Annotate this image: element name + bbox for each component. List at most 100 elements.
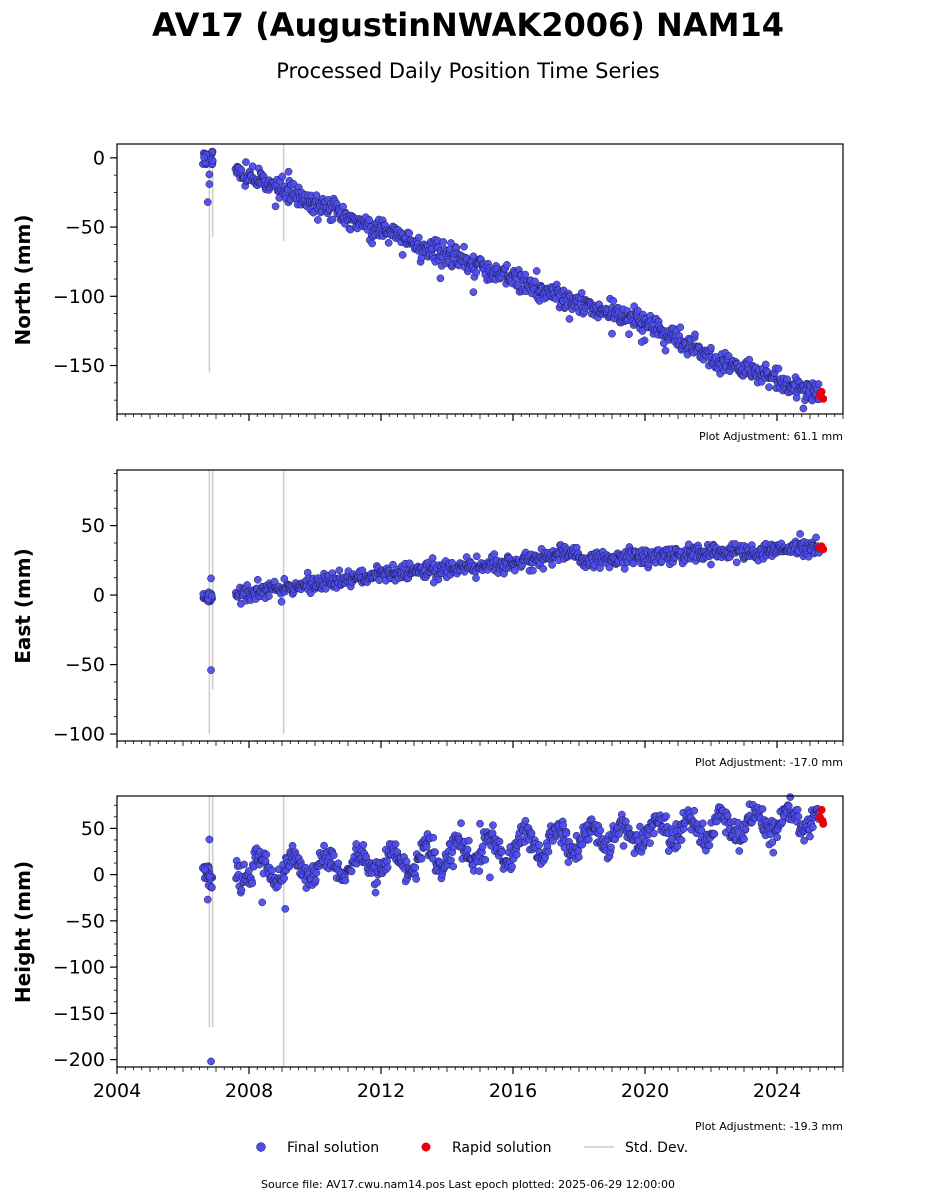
north-final-point bbox=[284, 167, 293, 176]
height-x-tick-label: 2004 bbox=[93, 1080, 141, 1102]
north-final-point bbox=[205, 170, 214, 179]
height-final-point bbox=[562, 829, 571, 838]
height-final-point bbox=[574, 853, 583, 861]
height-final-point bbox=[527, 829, 536, 838]
height-y-tick-label: −150 bbox=[53, 1003, 105, 1025]
north-final-point bbox=[368, 239, 376, 248]
height-final-point bbox=[690, 806, 699, 815]
height-final-point bbox=[207, 1057, 215, 1066]
height-final-point bbox=[258, 898, 267, 907]
north-panel: 0 −50 −100 −150 bbox=[53, 143, 844, 421]
footer-source: Source file: AV17.cwu.nam14.pos Last epo… bbox=[261, 1178, 675, 1191]
height-final-point bbox=[320, 841, 328, 850]
legend: Final solution Rapid solution Std. Dev. bbox=[256, 1140, 688, 1156]
north-final-point bbox=[691, 330, 699, 339]
north-final-point bbox=[521, 270, 530, 279]
height-final-point bbox=[735, 847, 744, 855]
north-y-tick-label: 0 bbox=[93, 147, 105, 169]
east-ylabel: East (mm) bbox=[11, 548, 35, 664]
height-final-point bbox=[411, 863, 420, 872]
height-final-point bbox=[417, 854, 426, 863]
north-final-point bbox=[314, 216, 322, 224]
height-final-point bbox=[578, 840, 587, 849]
height-final-point bbox=[512, 850, 521, 859]
east-y-tick-label: −100 bbox=[53, 724, 105, 746]
height-final-point bbox=[564, 858, 573, 866]
height-final-point bbox=[205, 835, 214, 844]
north-final-point bbox=[271, 202, 280, 211]
north-final-point bbox=[242, 158, 250, 166]
east-y-tick-label: 0 bbox=[93, 585, 105, 607]
north-rapid-point bbox=[819, 394, 828, 403]
height-final-point bbox=[431, 848, 439, 857]
north-final-point bbox=[414, 233, 423, 242]
height-final-point bbox=[544, 847, 553, 856]
height-final-point bbox=[809, 823, 817, 832]
legend-final-label: Final solution bbox=[287, 1140, 379, 1156]
north-plot-adjustment: Plot Adjustment: 61.1 mm bbox=[699, 430, 843, 443]
height-final-point bbox=[429, 833, 438, 842]
east-final-point bbox=[620, 564, 629, 573]
height-final-point bbox=[391, 840, 400, 848]
legend-stddev-label: Std. Dev. bbox=[625, 1140, 688, 1156]
north-final-point bbox=[472, 268, 481, 277]
height-final-point bbox=[535, 841, 543, 849]
height-final-point bbox=[476, 819, 484, 828]
height-final-point bbox=[268, 866, 276, 875]
height-final-point bbox=[481, 855, 490, 864]
north-final-point bbox=[384, 239, 393, 247]
height-final-point bbox=[373, 878, 381, 887]
height-final-point bbox=[347, 867, 356, 876]
height-final-point bbox=[508, 862, 516, 871]
north-y-tick-label: −150 bbox=[53, 355, 105, 377]
east-rapid-point bbox=[819, 545, 828, 554]
north-final-point bbox=[707, 343, 715, 352]
height-final-point bbox=[200, 865, 209, 874]
height-x-tick-label: 2024 bbox=[753, 1080, 801, 1102]
east-final-point bbox=[429, 578, 438, 587]
north-final-point bbox=[439, 238, 448, 246]
east-final-point bbox=[207, 574, 215, 583]
north-final-point bbox=[532, 267, 541, 275]
north-rapid-point bbox=[817, 387, 826, 396]
east-final-point bbox=[405, 559, 414, 568]
east-final-point bbox=[707, 560, 715, 569]
north-final-point bbox=[200, 153, 208, 162]
east-final-point bbox=[389, 560, 397, 569]
east-final-point bbox=[490, 550, 499, 558]
height-final-point bbox=[457, 819, 465, 828]
height-final-point bbox=[584, 835, 593, 844]
height-y-tick-label: −50 bbox=[65, 910, 105, 932]
height-final-point bbox=[489, 821, 497, 830]
height-final-point bbox=[281, 904, 290, 913]
north-final-point bbox=[312, 191, 321, 200]
height-final-point bbox=[488, 829, 497, 838]
chart-title: AV17 (AugustinNWAK2006) NAM14 bbox=[152, 6, 784, 44]
east-final-point bbox=[529, 566, 537, 575]
height-final-point bbox=[800, 836, 808, 845]
height-final-point bbox=[311, 876, 320, 885]
legend-rapid-label: Rapid solution bbox=[452, 1140, 552, 1156]
east-final-point bbox=[428, 554, 437, 562]
north-final-point bbox=[405, 229, 414, 237]
height-final-point bbox=[793, 805, 802, 814]
east-final-point bbox=[207, 666, 215, 674]
north-final-point bbox=[398, 251, 407, 259]
height-y-tick-label: 50 bbox=[81, 818, 105, 840]
north-final-point bbox=[783, 375, 792, 384]
height-final-point bbox=[677, 836, 686, 844]
east-final-point bbox=[335, 566, 344, 575]
north-final-point bbox=[634, 306, 642, 315]
north-final-point bbox=[565, 315, 574, 323]
north-final-point bbox=[531, 277, 539, 286]
chart-subtitle: Processed Daily Position Time Series bbox=[276, 59, 660, 83]
height-final-point bbox=[478, 842, 487, 851]
height-final-point bbox=[662, 812, 671, 821]
east-final-point bbox=[472, 574, 480, 582]
north-final-point bbox=[365, 215, 374, 224]
east-final-point bbox=[277, 597, 286, 606]
height-final-point bbox=[698, 819, 707, 828]
height-final-point bbox=[203, 895, 212, 904]
east-final-point bbox=[472, 552, 481, 561]
